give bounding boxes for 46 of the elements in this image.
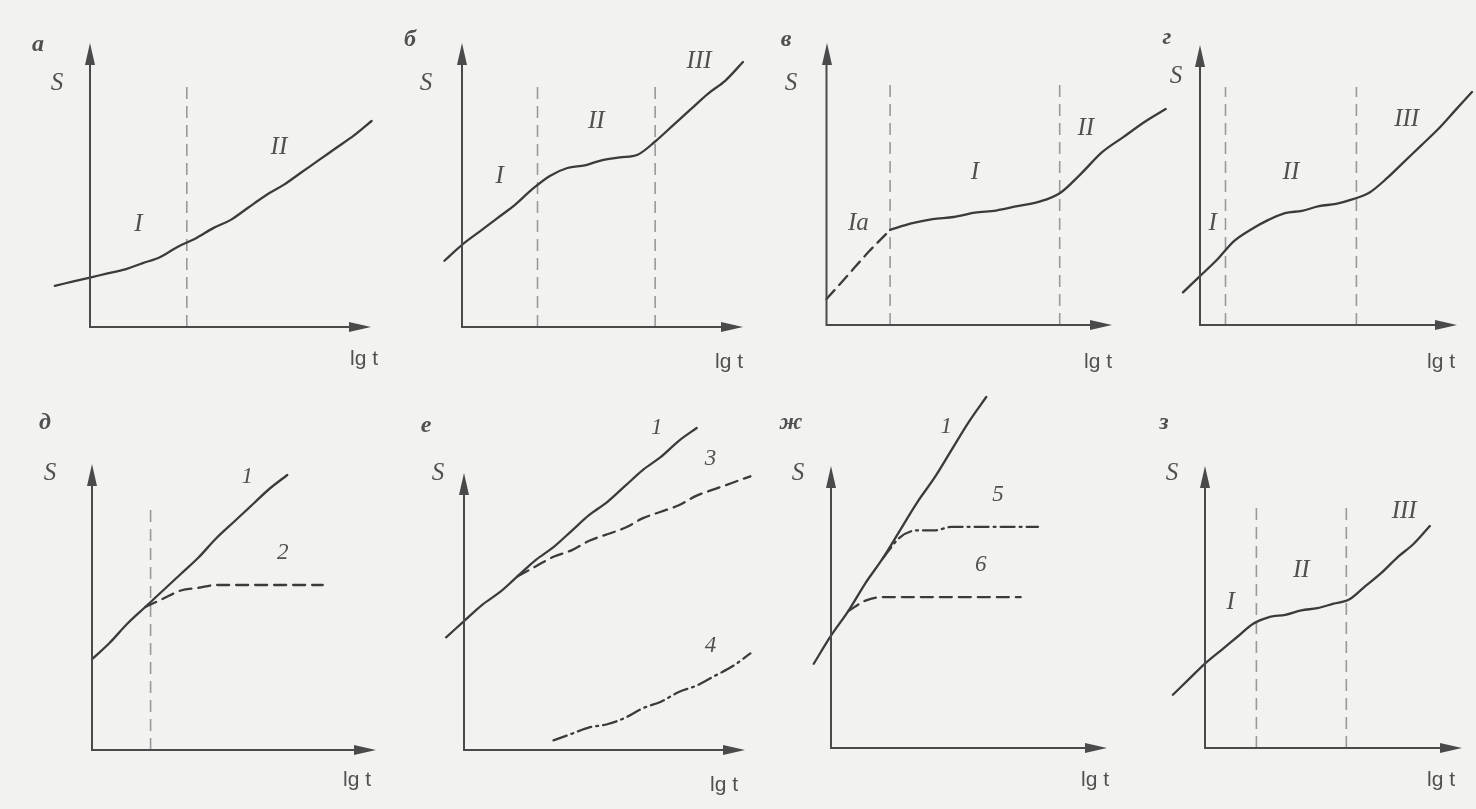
chart-title: в xyxy=(780,25,792,52)
y-axis-title: S xyxy=(784,67,798,95)
text: ж xyxy=(778,408,803,435)
x-axis-title: lg t xyxy=(714,348,744,372)
annotation: III xyxy=(685,46,714,74)
series-label: 5 xyxy=(992,480,1004,506)
x-axis-title: lg t xyxy=(342,766,372,790)
series-label: 1 xyxy=(241,463,253,489)
chart-title: б xyxy=(404,25,418,52)
annotation: II xyxy=(1281,156,1301,184)
chart-title: д xyxy=(39,408,52,435)
series-label: 1 xyxy=(940,412,952,438)
annotation: Ia xyxy=(846,208,869,236)
annotation: I xyxy=(1207,208,1219,236)
x-axis-title: lg t xyxy=(1426,766,1456,790)
x-axis-title: lg t xyxy=(1080,766,1110,790)
x-axis-title: lg t xyxy=(349,345,379,369)
x-axis-title: lg t xyxy=(1083,348,1113,372)
annotation: I xyxy=(133,209,145,237)
y-axis-title: S xyxy=(419,67,433,95)
annotation: II xyxy=(587,106,607,134)
annotation: II xyxy=(1292,554,1312,582)
y-axis-title: S xyxy=(1165,457,1179,485)
series-label: 3 xyxy=(703,444,717,470)
y-axis-title: S xyxy=(1169,60,1183,88)
chart-title: е xyxy=(420,411,432,438)
y-axis-title: S xyxy=(791,457,805,485)
annotation: I xyxy=(1225,586,1237,614)
annotation: I xyxy=(969,157,981,185)
series-label: 4 xyxy=(704,632,717,658)
chart-title: з xyxy=(1158,408,1169,435)
annotation: II xyxy=(269,132,289,160)
series-label: 6 xyxy=(975,551,987,577)
y-axis-title: S xyxy=(43,457,57,485)
text: III xyxy=(1390,496,1419,524)
y-axis-title: S xyxy=(50,67,64,95)
x-axis-title: lg t xyxy=(1426,348,1456,372)
chart-title: г xyxy=(1162,23,1172,50)
annotation: I xyxy=(494,160,506,188)
annotation: II xyxy=(1076,113,1096,141)
x-axis-title: lg t xyxy=(709,771,739,795)
y-axis-title: S xyxy=(431,457,445,485)
annotation: III xyxy=(1393,103,1421,131)
chart-title: а xyxy=(32,30,44,57)
series-label: 1 xyxy=(650,414,663,440)
series-label: 2 xyxy=(277,539,289,565)
